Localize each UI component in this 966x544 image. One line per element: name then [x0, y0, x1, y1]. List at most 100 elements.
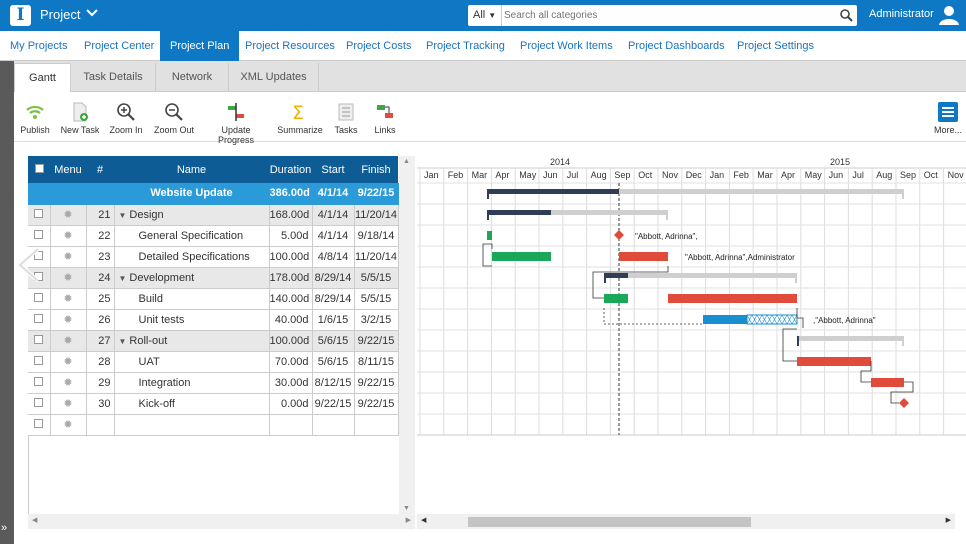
row-checkbox[interactable] [28, 351, 51, 373]
select-all-checkbox[interactable] [28, 156, 50, 183]
task-name[interactable]: ▼ Design [114, 204, 270, 226]
collapsed-sidebar[interactable] [0, 61, 14, 544]
gear-icon[interactable]: ✹ [50, 351, 87, 373]
col-header-duration[interactable]: Duration [269, 156, 312, 183]
task-start[interactable]: 8/29/14 [312, 267, 355, 289]
table-row[interactable]: ✹ 26 Unit tests 40.00d 1/6/15 3/2/15 [28, 309, 399, 331]
task-start[interactable]: 4/1/14 [312, 225, 355, 247]
row-checkbox[interactable] [28, 204, 51, 226]
nav-project-plan[interactable]: Project Plan [160, 31, 240, 61]
task-duration[interactable]: 30.00d [269, 372, 313, 394]
task-duration[interactable]: 100.00d [269, 246, 313, 268]
app-logo[interactable]: I [10, 5, 31, 26]
task-duration[interactable]: 178.00d [269, 267, 313, 289]
task-name[interactable]: ▼ Roll-out [114, 330, 270, 352]
row-checkbox[interactable] [28, 309, 51, 331]
nav-project-work-items[interactable]: Project Work Items [520, 40, 613, 52]
table-row[interactable]: ✹ 30 Kick-off 0.00d 9/22/15 9/22/15 [28, 393, 399, 415]
task-name[interactable]: General Specification [114, 225, 270, 247]
task-start[interactable]: 1/6/15 [312, 309, 355, 331]
gear-icon[interactable]: ✹ [50, 204, 87, 226]
table-row[interactable]: ✹ 23 Detailed Specifications 100.00d 4/8/14 1… [28, 246, 399, 268]
search-input[interactable] [504, 6, 834, 25]
task-name[interactable]: Build [114, 288, 270, 310]
task-duration[interactable]: 40.00d [269, 309, 313, 331]
scrollbar-thumb[interactable] [468, 517, 751, 527]
table-row[interactable]: ✹ 28 UAT 70.00d 5/6/15 8/11/15 [28, 351, 399, 373]
tab-network[interactable]: Network [156, 63, 229, 92]
task-finish[interactable]: 11/20/14 [354, 204, 399, 226]
task-finish[interactable]: 9/18/14 [354, 225, 399, 247]
nav-project-center[interactable]: Project Center [84, 40, 155, 52]
chevron-down-icon[interactable] [86, 8, 98, 21]
tab-task-details[interactable]: Task Details [71, 63, 156, 92]
user-name[interactable]: Administrator [869, 8, 934, 20]
gantt-horizontal-scrollbar[interactable]: ◀ ▶ [417, 514, 955, 529]
project-menu-label[interactable]: Project [40, 7, 81, 22]
task-start[interactable]: 5/6/15 [312, 330, 355, 352]
task-start[interactable]: 4/1/14 [312, 204, 355, 226]
chevron-left-icon[interactable] [14, 245, 44, 288]
task-duration[interactable]: 168.00d [269, 204, 313, 226]
search-icon[interactable] [840, 9, 853, 25]
nav-project-resources[interactable]: Project Resources [245, 40, 335, 52]
task-duration[interactable]: 5.00d [269, 225, 313, 247]
row-checkbox[interactable] [28, 393, 51, 415]
col-header-finish[interactable]: Finish [354, 156, 398, 183]
table-row[interactable]: ✹ 27 ▼ Roll-out 100.00d 5/6/15 9/22/15 [28, 330, 399, 352]
task-finish[interactable]: 9/22/15 [354, 393, 399, 415]
task-name[interactable]: Integration [114, 372, 270, 394]
row-checkbox[interactable] [28, 225, 51, 247]
col-header-start[interactable]: Start [312, 156, 354, 183]
table-row[interactable]: ✹ 25 Build 140.00d 8/29/14 5/5/15 [28, 288, 399, 310]
grid-horizontal-scrollbar[interactable]: ◀ ▶ [28, 514, 415, 529]
row-checkbox[interactable] [28, 288, 51, 310]
task-start[interactable]: 5/6/15 [312, 351, 355, 373]
search-category-select[interactable]: All ▼ [468, 5, 502, 26]
task-start[interactable]: 8/12/15 [312, 372, 355, 394]
task-finish[interactable]: 11/20/14 [354, 246, 399, 268]
gear-icon[interactable]: ✹ [50, 330, 87, 352]
tasks-button[interactable]: Tasks [332, 102, 360, 135]
gear-icon[interactable]: ✹ [50, 288, 87, 310]
task-start[interactable]: 9/22/15 [312, 393, 355, 415]
summarize-button[interactable]: Σ Summarize [277, 102, 323, 135]
task-duration[interactable]: 0.00d [269, 393, 313, 415]
table-row[interactable]: ✹ 24 ▼ Development 178.00d 8/29/14 5/5/15 [28, 267, 399, 289]
collapse-triangle-icon[interactable]: ▼ [118, 336, 127, 346]
expand-sidebar-icon[interactable]: » [1, 522, 8, 534]
gear-icon[interactable]: ✹ [50, 246, 87, 268]
publish-button[interactable]: Publish [20, 102, 50, 135]
gear-icon[interactable]: ✹ [50, 309, 87, 331]
task-name[interactable]: ▼ Development [114, 267, 270, 289]
task-start[interactable]: 8/29/14 [312, 288, 355, 310]
tab-gantt[interactable]: Gantt [14, 63, 71, 93]
nav-project-dashboards[interactable]: Project Dashboards [628, 40, 725, 52]
nav-project-tracking[interactable]: Project Tracking [426, 40, 505, 52]
nav-project-costs[interactable]: Project Costs [346, 40, 412, 52]
task-start[interactable]: 4/8/14 [312, 246, 355, 268]
user-icon[interactable] [938, 4, 960, 29]
task-name[interactable]: Detailed Specifications [114, 246, 270, 268]
gear-icon[interactable]: ✹ [50, 393, 87, 415]
nav-my-projects[interactable]: My Projects [10, 40, 68, 52]
row-checkbox[interactable] [28, 372, 51, 394]
col-header-name[interactable]: Name [114, 156, 269, 183]
row-checkbox[interactable] [28, 267, 51, 289]
zoom-out-button[interactable]: Zoom Out [153, 102, 195, 135]
links-button[interactable]: Links [370, 102, 400, 135]
empty-row[interactable]: ✹ [28, 414, 399, 436]
collapse-triangle-icon[interactable]: ▼ [118, 210, 127, 220]
task-finish[interactable]: 8/11/15 [354, 351, 399, 373]
task-name[interactable]: UAT [114, 351, 270, 373]
task-duration[interactable]: 100.00d [269, 330, 313, 352]
task-finish[interactable]: 5/5/15 [354, 288, 399, 310]
task-duration[interactable]: 70.00d [269, 351, 313, 373]
table-row[interactable]: ✹ 29 Integration 30.00d 8/12/15 9/22/15 [28, 372, 399, 394]
update-progress-button[interactable]: Update Progress [204, 102, 268, 145]
gear-icon[interactable]: ✹ [50, 267, 87, 289]
new-task-button[interactable]: New Task [60, 102, 100, 135]
task-finish[interactable]: 5/5/15 [354, 267, 399, 289]
task-name[interactable]: Unit tests [114, 309, 270, 331]
gear-icon[interactable]: ✹ [50, 225, 87, 247]
